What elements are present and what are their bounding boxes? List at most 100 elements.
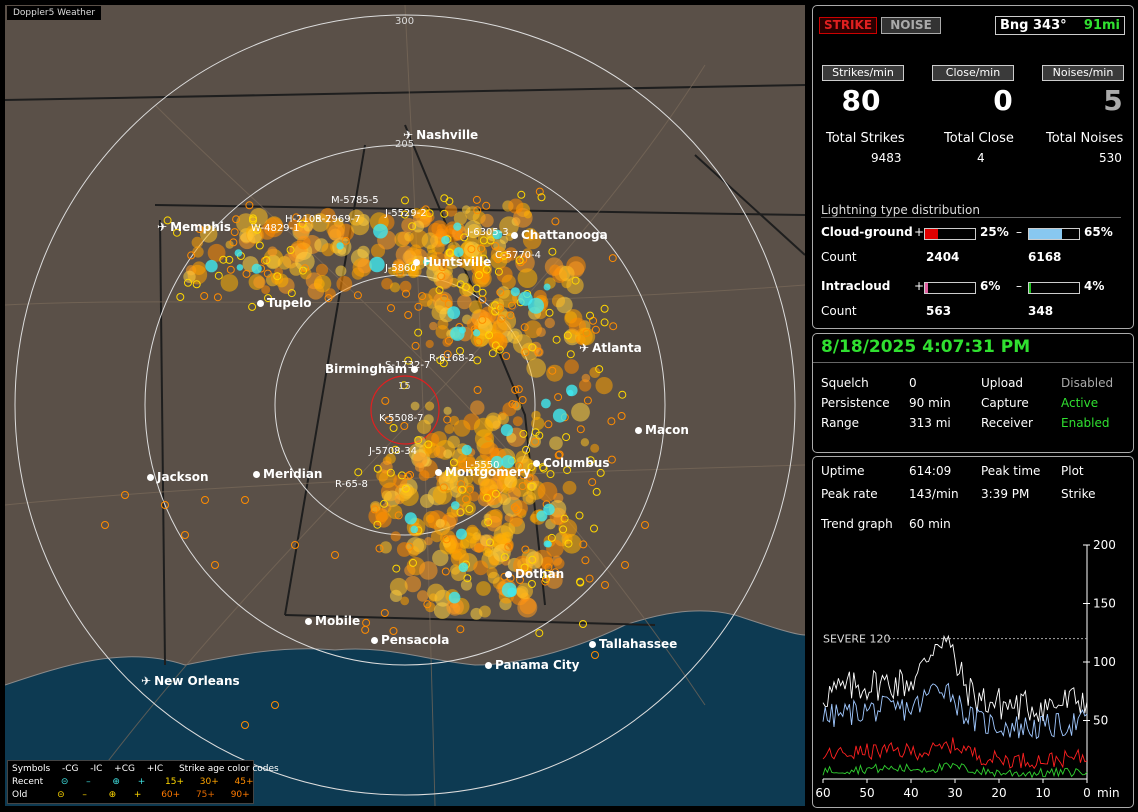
legend-recent-label: Recent — [12, 777, 44, 787]
strike-symbol — [495, 345, 504, 354]
strike-blob — [516, 586, 529, 598]
strike-blob — [393, 474, 408, 489]
strike-blob — [357, 245, 370, 259]
strike-symbol — [543, 569, 552, 578]
trend-graph-value[interactable]: 60 min — [909, 517, 951, 531]
recent-strike — [369, 256, 385, 273]
storm-cell-label[interactable]: W-4829-1 — [251, 223, 300, 234]
city-label: Jackson — [147, 470, 209, 484]
strike-symbol — [457, 480, 465, 489]
strike-blob — [517, 268, 538, 288]
strike-symbol — [520, 563, 529, 572]
strike-blob — [565, 329, 579, 344]
city-name: Tupelo — [267, 296, 312, 310]
strike-symbol — [230, 228, 239, 237]
strike-symbol — [600, 304, 609, 313]
capture-value[interactable]: Active — [1061, 396, 1099, 410]
storm-cell-label[interactable]: R-65-8 — [335, 479, 368, 490]
strike-blob — [493, 544, 511, 562]
storm-cell-label[interactable]: J-5529-2 — [385, 208, 427, 219]
airport-icon: ✈ — [157, 220, 168, 234]
strike-symbol — [370, 505, 379, 514]
city-name: Atlanta — [592, 341, 642, 355]
strike-symbol — [473, 356, 482, 365]
strike-blob — [315, 263, 329, 276]
strike-symbol — [514, 385, 523, 394]
strike-symbol — [229, 238, 238, 247]
strike-symbol — [478, 315, 487, 324]
age-code: 90+ — [230, 790, 250, 800]
strike-blob — [421, 232, 439, 249]
strike-blob — [335, 265, 347, 277]
age-code: 75+ — [195, 790, 215, 800]
strike-symbol — [586, 311, 594, 320]
strike-symbol — [341, 236, 350, 245]
x-unit-label: min — [1097, 786, 1120, 800]
noise-toggle-button[interactable]: NOISE — [881, 17, 941, 34]
strike-symbol — [512, 505, 521, 514]
strike-symbol — [353, 291, 362, 300]
strike-blob — [544, 317, 555, 329]
trend-panel: Uptime 614:09 Peak time Plot Peak rate 1… — [812, 456, 1134, 808]
storm-cell-label[interactable]: J-6305-3 — [467, 227, 509, 238]
strike-symbol — [271, 701, 279, 709]
close-ring — [370, 375, 440, 445]
strike-symbol — [440, 194, 449, 203]
city-dot-icon — [533, 460, 540, 467]
strike-toggle-button[interactable]: STRIKE — [819, 17, 877, 34]
pos-ic-icon: + — [133, 790, 142, 800]
strike-symbol — [392, 564, 401, 573]
strike-blob — [457, 273, 469, 285]
storm-cell-label[interactable]: C-5770-4 — [495, 250, 542, 261]
strike-blob — [225, 240, 234, 249]
storm-cell-label[interactable]: J-5860 — [385, 263, 417, 274]
strike-symbol — [520, 323, 529, 332]
storm-cell-label[interactable]: K-5508-7 — [379, 413, 424, 424]
strike-symbol — [552, 335, 561, 344]
storm-cell-label[interactable]: M-5785-5 — [331, 195, 379, 206]
strike-blob — [378, 470, 397, 488]
strike-symbol — [463, 574, 472, 583]
recent-strike — [447, 306, 461, 320]
lightning-map[interactable]: Doppler5 Weather 300 205 15 ✈ Nashville ✈ M… — [5, 5, 805, 806]
strike-symbol — [398, 471, 406, 480]
strike-symbol — [324, 294, 333, 303]
strike-blob — [523, 210, 532, 219]
strike-blob — [580, 438, 590, 447]
strike-symbol — [465, 505, 474, 513]
strike-blob — [419, 561, 438, 580]
storm-cell-label[interactable]: S-1732-7 — [385, 360, 431, 371]
strike-symbol — [531, 437, 540, 446]
upload-value[interactable]: Disabled — [1061, 376, 1114, 390]
recent-strike — [404, 512, 417, 525]
storm-cell-label[interactable]: H-2105-7 — [285, 214, 332, 225]
storm-cell-label[interactable]: J-5708-34 — [369, 446, 417, 457]
receiver-value[interactable]: Enabled — [1061, 416, 1110, 430]
storm-cell-label[interactable]: R-6168-2 — [429, 353, 475, 364]
airport-icon: ✈ — [579, 341, 590, 355]
plot-value[interactable]: Strike — [1061, 487, 1096, 501]
strike-blob — [590, 443, 600, 453]
strike-blob — [357, 258, 373, 274]
recent-strike — [373, 223, 388, 239]
strike-blob — [507, 487, 521, 501]
peak-rate-label: Peak rate — [821, 487, 878, 501]
city-label: Mobile — [305, 614, 360, 628]
strike-symbol — [517, 190, 526, 199]
storm-cell-label[interactable]: L-5550 — [465, 460, 500, 471]
strike-blob — [429, 321, 438, 331]
strike-blob — [390, 531, 401, 542]
persistence-value: 90 min — [909, 396, 951, 410]
strike-blob — [553, 558, 565, 569]
recent-strike — [453, 222, 462, 231]
ring-label: 15 — [398, 381, 411, 392]
strike-symbol — [484, 518, 493, 527]
strike-blob — [468, 491, 480, 502]
strike-blob — [418, 470, 430, 481]
strike-blob — [447, 435, 461, 449]
storm-cell-label[interactable]: R-2969-7 — [315, 214, 361, 225]
city-name: Birmingham — [325, 362, 408, 376]
recent-strike — [234, 249, 243, 257]
strike-symbol — [595, 365, 604, 374]
